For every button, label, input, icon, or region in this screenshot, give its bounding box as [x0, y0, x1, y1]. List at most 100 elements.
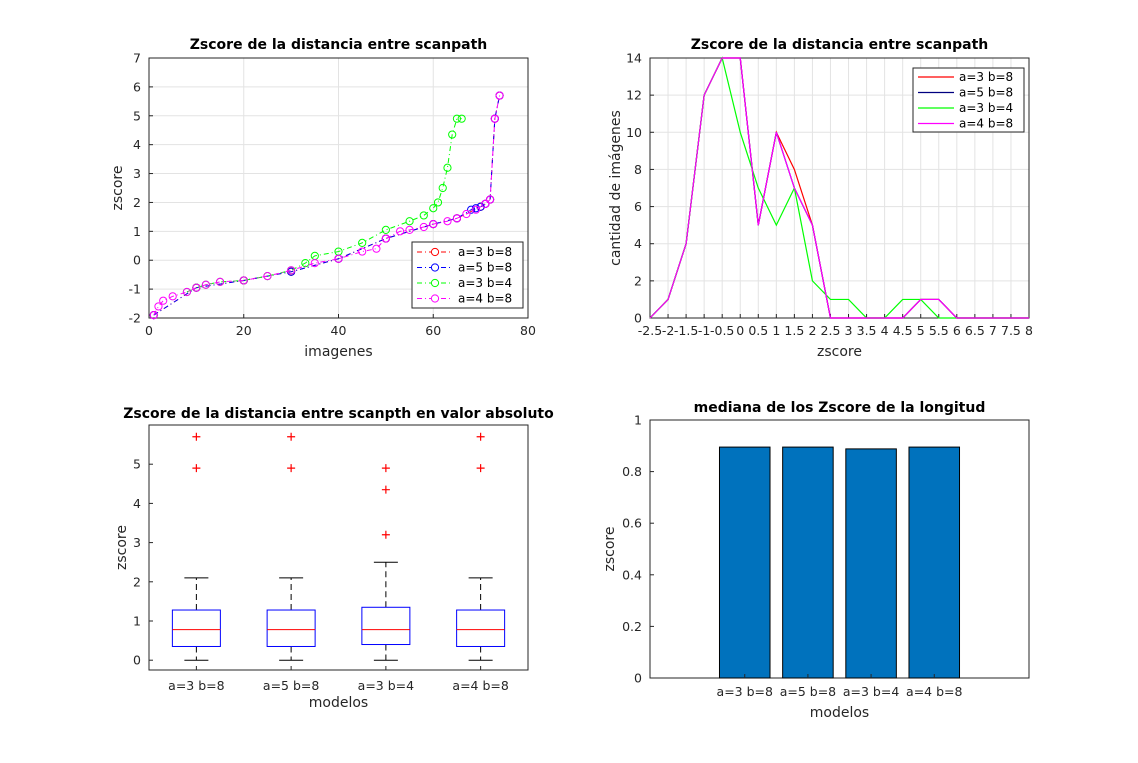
x-tick-label: a=5 b=8	[263, 678, 319, 693]
x-tick-label: -2	[662, 323, 674, 338]
data-point	[159, 296, 168, 305]
y-tick-label: 0	[133, 653, 141, 668]
data-point	[168, 292, 177, 301]
y-tick-label: 0.2	[622, 619, 642, 634]
data-point	[486, 195, 495, 204]
outlier-marker	[381, 464, 390, 473]
y-tick-label: 2	[133, 574, 141, 589]
data-point	[471, 205, 480, 214]
box	[266, 609, 316, 647]
bar	[718, 446, 771, 679]
data-point	[462, 209, 471, 219]
x-axis-label: zscore	[817, 344, 862, 360]
y-tick-label: 3	[133, 535, 141, 550]
legend-box	[411, 241, 524, 309]
chart-title: Zscore de la distancia entre scanpath	[691, 37, 988, 53]
y-tick-label: 6	[133, 79, 141, 94]
x-tick-label: 7.5	[1001, 323, 1021, 338]
x-axis-label: modelos	[309, 695, 368, 711]
y-tick-label: 7	[133, 51, 141, 66]
legend: a=3 b=8 a=5 b=8a=3 b=4 a=4 b=8	[411, 241, 524, 309]
data-point	[201, 280, 210, 289]
x-tick-label: 4.5	[893, 323, 913, 338]
series-line-2	[186, 118, 462, 293]
bar	[782, 446, 834, 679]
x-tick-label: a=3 b=4	[843, 684, 899, 699]
y-tick-label: 0.4	[622, 567, 642, 582]
x-tick-label: -1	[698, 323, 710, 338]
y-tick-label: 1	[133, 224, 141, 239]
series-line-3	[153, 95, 501, 316]
axes-box	[148, 424, 529, 671]
data-point	[429, 204, 438, 213]
x-tick-label: 60	[425, 323, 441, 338]
legend-label: a=4 b=8	[458, 292, 512, 306]
x-tick-label: 3	[845, 323, 853, 338]
x-axis-label: imagenes	[304, 344, 372, 360]
data-point	[467, 205, 476, 214]
x-tick-label: 6.5	[965, 323, 985, 338]
legend-label: a=3 b=8	[458, 245, 512, 259]
x-tick-label: a=3 b=8	[168, 678, 224, 693]
data-point	[358, 238, 367, 247]
y-tick-label: 10	[626, 125, 642, 140]
y-tick-label: 3	[133, 166, 141, 181]
y-tick-label: 1	[634, 413, 642, 428]
x-tick-label: 3.5	[857, 323, 877, 338]
legend: a=3 b=8 a=5 b=8a=3 b=4 a=4 b=8	[912, 67, 1025, 133]
y-tick-label: 5	[133, 457, 141, 472]
x-tick-label: 5	[917, 323, 925, 338]
y-tick-label: 0	[133, 253, 141, 268]
legend-label: a=3 b=4	[458, 276, 512, 290]
y-tick-label: 12	[626, 88, 642, 103]
y-tick-label: 4	[133, 137, 141, 152]
outlier-marker	[192, 432, 201, 441]
chart-title: Zscore de la distancia entre scanpth en …	[123, 406, 554, 422]
x-axis-label: modelos	[810, 705, 869, 721]
y-tick-label: -2	[129, 311, 141, 326]
x-tick-label: 1.5	[784, 323, 804, 338]
data-point	[154, 302, 163, 311]
series-line-3	[649, 57, 1029, 319]
data-point	[452, 114, 462, 123]
x-tick-label: 1	[772, 323, 780, 338]
x-tick-label: 2.5	[821, 323, 841, 338]
y-axis-label: zscore	[110, 166, 126, 211]
y-tick-label: 14	[626, 51, 642, 66]
x-tick-label: a=3 b=4	[358, 678, 414, 693]
x-tick-label: a=4 b=8	[906, 684, 962, 699]
legend-label: a=4 b=8	[959, 117, 1013, 131]
data-point	[395, 227, 405, 236]
x-tick-label: 80	[520, 323, 536, 338]
x-tick-label: 7	[989, 323, 997, 338]
box	[171, 609, 221, 647]
data-point	[182, 287, 191, 297]
chart-title: mediana de los Zscore de la longitud	[694, 400, 986, 416]
outlier-marker	[287, 432, 296, 441]
y-tick-label: 4	[634, 236, 642, 251]
y-tick-label: 5	[133, 108, 141, 123]
y-axis-label: zscore	[602, 527, 618, 572]
data-point	[192, 283, 201, 292]
scatter-chart: 0 20 40 60 80 -2 -1 0 1 2 3 4 5 6 7 Zscore de la distan…	[110, 37, 536, 360]
data-point	[358, 247, 367, 256]
data-point	[457, 114, 466, 123]
data-point	[334, 254, 343, 263]
x-tick-label: a=5 b=8	[780, 684, 836, 699]
outlier-marker	[381, 530, 390, 539]
outlier-marker	[287, 464, 296, 473]
y-tick-label: 0	[634, 671, 642, 686]
data-point	[372, 244, 381, 253]
legend-label: a=3 b=4	[959, 101, 1013, 115]
data-point	[301, 259, 310, 268]
data-point	[433, 198, 443, 207]
y-tick-label: 6	[634, 199, 642, 214]
bar	[908, 446, 961, 679]
y-tick-label: 2	[634, 273, 642, 288]
data-point	[215, 277, 225, 286]
legend-label: a=5 b=8	[959, 86, 1013, 100]
axes-box	[148, 57, 529, 319]
y-tick-label: -1	[129, 282, 141, 297]
data-point	[310, 259, 319, 268]
